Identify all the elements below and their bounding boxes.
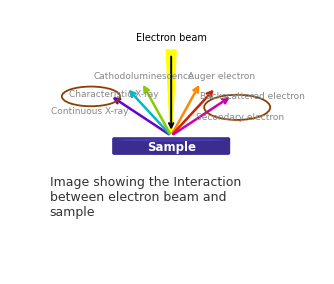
Text: Auger electron: Auger electron xyxy=(188,72,255,81)
Ellipse shape xyxy=(114,150,228,154)
Text: Continuous X-ray: Continuous X-ray xyxy=(51,107,128,116)
Text: Image showing the Interaction
between electron beam and
sample: Image showing the Interaction between el… xyxy=(49,176,241,219)
Text: Cathodoluminescence: Cathodoluminescence xyxy=(94,72,194,81)
FancyBboxPatch shape xyxy=(112,137,230,155)
Text: Backscattered electron: Backscattered electron xyxy=(200,92,305,101)
Text: Sample: Sample xyxy=(147,141,196,154)
Polygon shape xyxy=(165,49,177,133)
Ellipse shape xyxy=(117,139,225,142)
Text: Secondary electron: Secondary electron xyxy=(196,113,284,122)
Text: Electron beam: Electron beam xyxy=(136,33,207,43)
Text: Characteristic X-ray: Characteristic X-ray xyxy=(69,90,159,99)
